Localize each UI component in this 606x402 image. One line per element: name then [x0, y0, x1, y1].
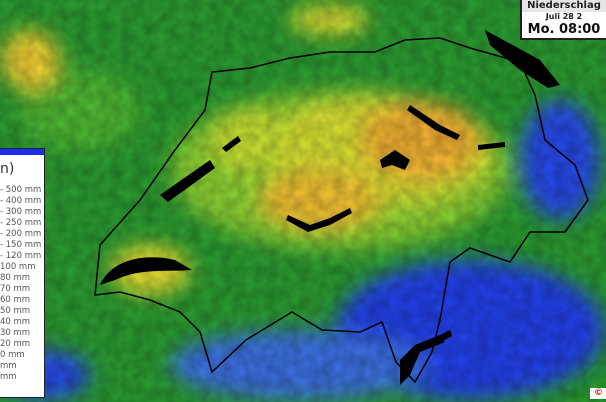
legend-item: - 250 mm [0, 218, 42, 228]
legend-item: - 300 mm [0, 207, 42, 217]
legend-item: - 150 mm [0, 240, 42, 250]
lake-biel [222, 136, 241, 152]
lake-zurich [407, 105, 460, 140]
switzerland-border [94, 37, 589, 384]
legend-header-bar [0, 149, 44, 155]
copyright: © M [590, 388, 606, 399]
legend-item: 70 mm [0, 284, 31, 294]
lake-thun-brienz [286, 208, 352, 232]
map-date: Juli 28 2 [545, 12, 583, 21]
legend: n) - 500 mm - 400 mm - 300 mm - 250 mm - 200… [0, 148, 45, 398]
legend-title: n) [0, 161, 15, 177]
lake-neuchatel [160, 160, 215, 202]
map-title: Niederschlag [522, 0, 606, 12]
legend-item: mm [0, 372, 17, 382]
legend-item: - 200 mm [0, 229, 42, 239]
legend-item: 100 mm [0, 262, 36, 272]
legend-item: 40 mm [0, 317, 31, 327]
legend-item: 30 mm [0, 328, 31, 338]
legend-item: - 120 mm [0, 251, 42, 261]
legend-item: - 400 mm [0, 196, 42, 206]
title-box: Niederschlag Juli 28 2 Mo. 08:00 [520, 0, 606, 40]
lake-constance [485, 30, 560, 88]
legend-item: 80 mm [0, 273, 31, 283]
lake-walen [478, 142, 505, 150]
legend-item: 0 mm [0, 350, 25, 360]
legend-rows: - 500 mm - 400 mm - 300 mm - 250 mm - 200 mm… [0, 185, 44, 383]
legend-item: 50 mm [0, 306, 31, 316]
legend-item: - 500 mm [0, 185, 42, 195]
map-time: Mo. 08:00 [527, 22, 601, 37]
lake-geneva [100, 257, 192, 285]
legend-item: 20 mm [0, 339, 31, 349]
legend-item: 60 mm [0, 295, 31, 305]
lake-lugano [430, 330, 452, 346]
legend-item: mm [0, 361, 17, 371]
lake-lucerne [380, 150, 410, 170]
lakes [100, 30, 560, 385]
